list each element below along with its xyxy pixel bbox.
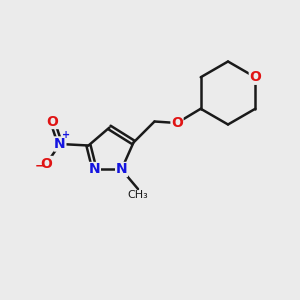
Text: N: N	[54, 137, 66, 151]
Text: +: +	[62, 130, 70, 140]
Text: CH₃: CH₃	[128, 190, 148, 200]
Text: O: O	[40, 157, 52, 170]
Text: −: −	[35, 160, 45, 173]
Text: N: N	[116, 163, 127, 176]
Text: O: O	[46, 115, 58, 128]
Text: N: N	[89, 163, 100, 176]
Text: O: O	[171, 116, 183, 130]
Text: O: O	[249, 70, 261, 84]
